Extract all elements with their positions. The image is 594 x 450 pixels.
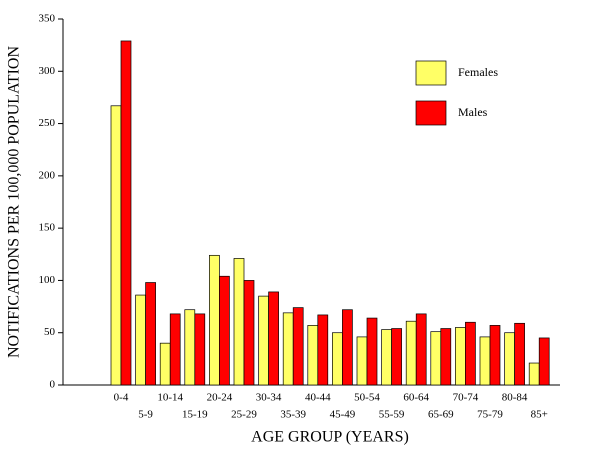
bar [440,328,452,386]
legend-label: Males [458,105,488,119]
x-tick-label: 35-39 [280,409,306,421]
x-tick-label: 10-14 [157,392,183,404]
x-tick-label: 40-44 [305,392,331,404]
bar [415,313,427,386]
bar [455,327,466,386]
bar [356,336,368,386]
bar [479,336,491,386]
bar [465,321,476,386]
x-tick-label: 85+ [531,409,548,421]
bar [381,329,392,386]
bar [258,295,269,386]
y-tick-label: 300 [39,65,56,77]
bar [209,254,220,386]
y-tick-label: 0 [50,379,56,391]
bar [243,280,255,386]
bar [514,322,525,386]
bar [430,331,442,386]
bar [233,258,245,386]
x-tick-label: 70-74 [453,392,479,404]
bar [169,313,181,386]
y-tick-label: 50 [44,326,56,338]
y-tick-label: 250 [39,117,56,129]
bar [194,313,206,386]
y-tick-label: 350 [39,13,56,25]
bar [219,275,230,386]
x-tick-label: 25-29 [231,409,257,421]
bar [184,309,196,386]
bar [317,314,329,386]
x-tick-label: 5-9 [138,409,153,421]
x-tick-label: 15-19 [182,409,208,421]
bar [342,309,353,386]
x-tick-label: 50-54 [354,392,380,404]
x-tick-label: 75-79 [477,409,503,421]
bar [292,307,304,386]
bar [268,291,279,386]
bar [110,105,122,386]
bar [145,282,156,386]
bar [405,320,417,386]
bar [504,332,515,386]
bar [366,317,378,386]
x-tick-label: 0-4 [114,392,129,404]
legend-label: Females [458,65,498,79]
x-tick-label: 20-24 [207,392,233,404]
x-tick-label: 55-59 [379,409,405,421]
x-tick-label: 65-69 [428,409,454,421]
bar [538,337,550,386]
legend-swatch [415,100,447,126]
bar [528,362,540,386]
bar [135,294,146,386]
x-tick-label: 80-84 [502,392,528,404]
y-tick-label: 100 [39,274,56,286]
bar [332,332,343,386]
bar [391,328,402,386]
legend-swatch [415,60,447,86]
x-axis-title: AGE GROUP (YEARS) [251,429,409,446]
x-tick-label: 60-64 [403,392,429,404]
bar [120,40,132,386]
y-axis-title: NOTIFICATIONS PER 100,000 POPULATION [6,46,23,358]
bar [282,312,294,386]
bar [159,342,171,386]
bar [489,325,501,386]
x-tick-label: 30-34 [256,392,282,404]
x-tick-label: 45-49 [330,409,356,421]
y-tick-label: 200 [39,169,56,181]
y-tick-label: 150 [39,222,56,234]
bar [307,325,319,386]
